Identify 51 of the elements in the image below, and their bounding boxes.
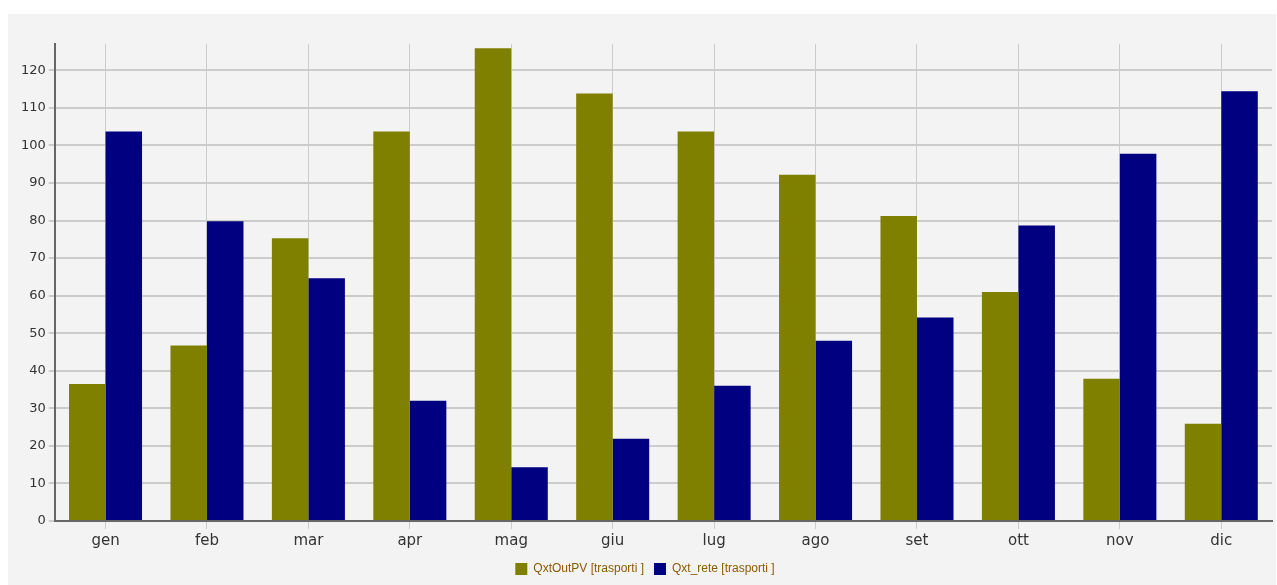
y-tick-label: 20 <box>29 437 46 453</box>
bar <box>373 131 410 520</box>
y-tick-label: 120 <box>20 61 46 77</box>
bar <box>612 438 650 520</box>
bar <box>1119 153 1157 520</box>
y-tick-label: 90 <box>29 174 46 190</box>
y-tick-label: 100 <box>20 136 46 152</box>
y-tick-label: 0 <box>37 512 46 528</box>
x-tick-label: lug <box>702 530 726 549</box>
bar <box>981 291 1019 520</box>
x-tick-label: ago <box>801 530 830 549</box>
bar <box>779 174 816 520</box>
bar <box>511 467 548 520</box>
bar <box>474 48 512 520</box>
y-tick-label: 50 <box>29 324 46 340</box>
x-tick-label: ott <box>1007 530 1029 549</box>
y-tick-label: 80 <box>29 211 46 227</box>
bar <box>170 345 207 520</box>
bar <box>1221 91 1258 520</box>
bar <box>1018 225 1055 520</box>
bar <box>880 216 917 520</box>
y-tick-label: 110 <box>20 99 46 115</box>
bar <box>916 317 954 520</box>
bar <box>206 221 244 520</box>
bar <box>576 93 613 520</box>
y-tick-label: 60 <box>29 287 46 303</box>
x-tick-label: feb <box>194 530 219 549</box>
bar <box>271 238 309 520</box>
x-tick-label: mag <box>494 530 528 549</box>
y-tick-label: 70 <box>29 249 46 265</box>
bar <box>308 278 345 520</box>
x-tick-label: apr <box>397 530 424 549</box>
x-tick-label: dic <box>1210 530 1233 549</box>
y-tick-label: 40 <box>29 362 46 378</box>
bar <box>409 400 447 520</box>
x-tick-label: set <box>905 530 929 549</box>
x-tick-label: giu <box>601 530 625 549</box>
bar <box>69 383 106 520</box>
x-tick-label: gen <box>91 530 120 549</box>
y-tick-label: 10 <box>29 474 46 490</box>
y-tick-label: 30 <box>29 399 46 415</box>
legend-label: Qxt_rete [trasporti ] <box>672 561 775 576</box>
x-tick-label: mar <box>293 530 325 549</box>
x-tick-label: nov <box>1106 530 1134 549</box>
legend-label: QxtOutPV [trasporti ] <box>533 561 644 576</box>
bar <box>815 340 853 520</box>
bar <box>1184 423 1222 520</box>
bar <box>1083 378 1120 520</box>
bar <box>677 131 715 520</box>
bar <box>105 131 143 520</box>
bar <box>714 385 751 520</box>
